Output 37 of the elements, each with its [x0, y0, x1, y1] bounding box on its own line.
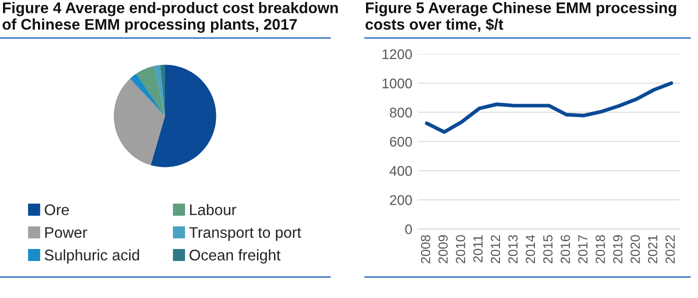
pie-slice: [154, 65, 165, 116]
x-tick-label: 2014: [526, 234, 536, 264]
x-tick-label: 2021: [648, 235, 658, 264]
x-tick-label: 2016: [560, 235, 570, 264]
legend-label: Transport to port: [189, 227, 302, 241]
x-tick-label: 2020: [630, 235, 640, 264]
y-tick-label: 600: [390, 136, 412, 147]
pie-slice: [160, 64, 165, 116]
y-tick-label: 800: [390, 108, 412, 118]
x-tick-label: 2013: [508, 235, 518, 264]
pie-slice: [136, 66, 165, 116]
x-tick-label: 2017: [578, 235, 588, 264]
legend-label: Labour: [190, 204, 236, 216]
x-tick-label: 2010: [456, 235, 466, 264]
y-tick-label: 400: [390, 166, 412, 176]
legend-label: Ore: [44, 204, 69, 216]
legend-label: Power: [45, 227, 88, 238]
line-series: [424, 81, 674, 134]
y-tick-label: 200: [390, 195, 412, 206]
chart-title: Figure 5 Average Chinese EMM processing costs over time, $/t: [366, 2, 676, 32]
x-tick-label: 2015: [543, 235, 553, 264]
y-tick-label: 0: [405, 224, 412, 234]
x-tick-label: 2018: [596, 235, 605, 264]
x-tick-label: 2012: [490, 235, 500, 264]
x-tick-label: 2009: [438, 235, 448, 264]
x-tick-label: 2008: [420, 235, 430, 264]
y-tick-label: 1200: [382, 49, 412, 60]
x-tick-label: 2022: [665, 235, 675, 264]
legend-label: Ocean freight: [190, 249, 280, 264]
legend-label: Sulphuric acid: [44, 249, 140, 264]
y-tick-label: 1000: [382, 78, 412, 88]
pie-slice: [114, 78, 165, 166]
x-tick-label: 2019: [613, 235, 622, 264]
x-tick-label: 2011: [473, 235, 483, 262]
pie-slice: [130, 74, 165, 116]
chart-title: Figure 4 Average end-product cost breakdown of Chinese EMM processing plants, 2017: [2, 2, 338, 33]
pie-slice: [150, 64, 216, 168]
